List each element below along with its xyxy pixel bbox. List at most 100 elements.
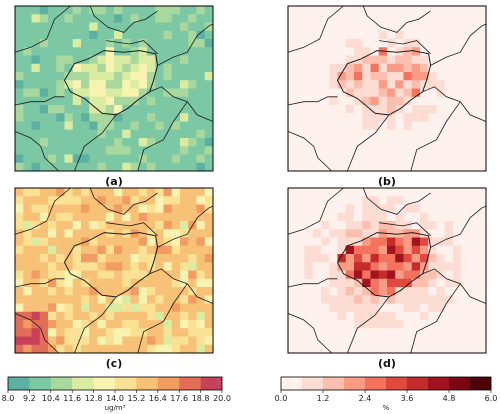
grid-cell	[436, 287, 446, 296]
grid-cell	[362, 96, 371, 106]
grid-cell	[296, 229, 305, 238]
grid-cell	[147, 204, 156, 214]
grid-cell	[105, 6, 115, 15]
grid-cell	[138, 162, 148, 172]
grid-cell	[428, 105, 437, 114]
grid-cell	[345, 245, 355, 255]
grid-cell	[64, 129, 74, 139]
grid-cell	[477, 63, 487, 73]
grid-cell	[378, 138, 388, 147]
grid-cell	[56, 188, 65, 197]
grid-cell	[97, 295, 107, 304]
grid-cell	[56, 146, 65, 155]
grid-cell	[163, 22, 173, 32]
grid-cell	[130, 22, 140, 32]
grid-cell	[15, 295, 24, 304]
grid-cell	[122, 6, 131, 15]
grid-cell	[72, 221, 82, 230]
grid-cell	[204, 63, 214, 73]
grid-cell	[370, 72, 380, 81]
grid-cell	[304, 72, 314, 81]
grid-cell	[469, 146, 479, 155]
grid-cell	[469, 138, 479, 147]
grid-cell	[444, 303, 454, 313]
grid-cell	[362, 204, 371, 214]
grid-cell	[469, 154, 479, 164]
grid-cell	[97, 221, 107, 230]
city-boundary	[336, 50, 432, 116]
grid-cell	[15, 278, 24, 288]
department-boundary	[157, 23, 214, 66]
grid-cell	[395, 212, 404, 222]
grid-cell	[321, 30, 330, 40]
grid-cell	[469, 328, 479, 337]
grid-cell	[362, 63, 371, 73]
grid-cell	[15, 72, 24, 81]
grid-cell	[453, 6, 462, 15]
grid-cell	[436, 154, 446, 164]
grid-cell	[23, 105, 32, 114]
grid-cell	[171, 6, 181, 15]
grid-cell	[345, 154, 355, 164]
grid-cell	[81, 88, 90, 98]
grid-cell	[403, 63, 413, 73]
grid-cell	[387, 245, 396, 255]
grid-cell	[329, 105, 338, 114]
grid-cell	[312, 154, 322, 164]
grid-cell	[171, 121, 181, 131]
grid-cell	[89, 212, 98, 222]
grid-cell	[64, 328, 74, 337]
grid-cell	[72, 88, 82, 98]
grid-cell	[171, 237, 181, 247]
grid-cell	[188, 278, 197, 288]
grid-cell	[395, 303, 404, 313]
grid-cell	[15, 6, 24, 15]
grid-cell	[395, 14, 404, 23]
grid-cell	[130, 245, 140, 255]
grid-cell	[354, 138, 363, 147]
grid-cell	[72, 212, 82, 222]
grid-cell	[56, 6, 65, 15]
department-boundary	[14, 131, 59, 172]
grid-cell	[321, 212, 330, 222]
grid-cell	[337, 6, 347, 15]
grid-cell	[312, 221, 322, 230]
grid-cell	[171, 14, 181, 23]
grid-cell	[97, 55, 107, 65]
grid-cell	[180, 154, 189, 164]
grid-cell	[329, 287, 338, 296]
grid-cell	[138, 303, 148, 313]
grid-cell	[329, 80, 338, 89]
grid-cell	[72, 72, 82, 81]
grid-cell	[138, 287, 148, 296]
grid-cell	[97, 154, 107, 164]
grid-cell	[461, 80, 470, 89]
grid-cell	[403, 80, 413, 89]
grid-cell	[461, 328, 470, 337]
grid-cell	[436, 113, 446, 122]
grid-cell	[105, 287, 115, 296]
grid-cell	[444, 311, 454, 321]
grid-cell	[105, 254, 115, 263]
grid-cell	[180, 105, 189, 114]
grid-cell	[428, 22, 437, 32]
grid-cell	[312, 344, 322, 354]
grid-cell	[188, 295, 197, 304]
grid-cell	[436, 336, 446, 346]
grid-cell	[188, 162, 197, 172]
grid-cell	[288, 287, 297, 296]
grid-cell	[64, 55, 74, 65]
grid-cell	[477, 39, 487, 48]
grid-cell	[329, 320, 338, 329]
grid-cell	[204, 295, 214, 304]
colorbar-tick-label: 3.6	[401, 394, 414, 403]
grid-cell	[130, 30, 140, 40]
grid-cell	[97, 6, 107, 15]
grid-cell	[420, 39, 429, 48]
grid-cell	[428, 336, 437, 346]
grid-cell	[378, 63, 388, 73]
grid-cell	[56, 344, 65, 354]
grid-cell	[39, 6, 49, 15]
grid-cell	[453, 196, 462, 205]
grid-cell	[354, 270, 363, 280]
